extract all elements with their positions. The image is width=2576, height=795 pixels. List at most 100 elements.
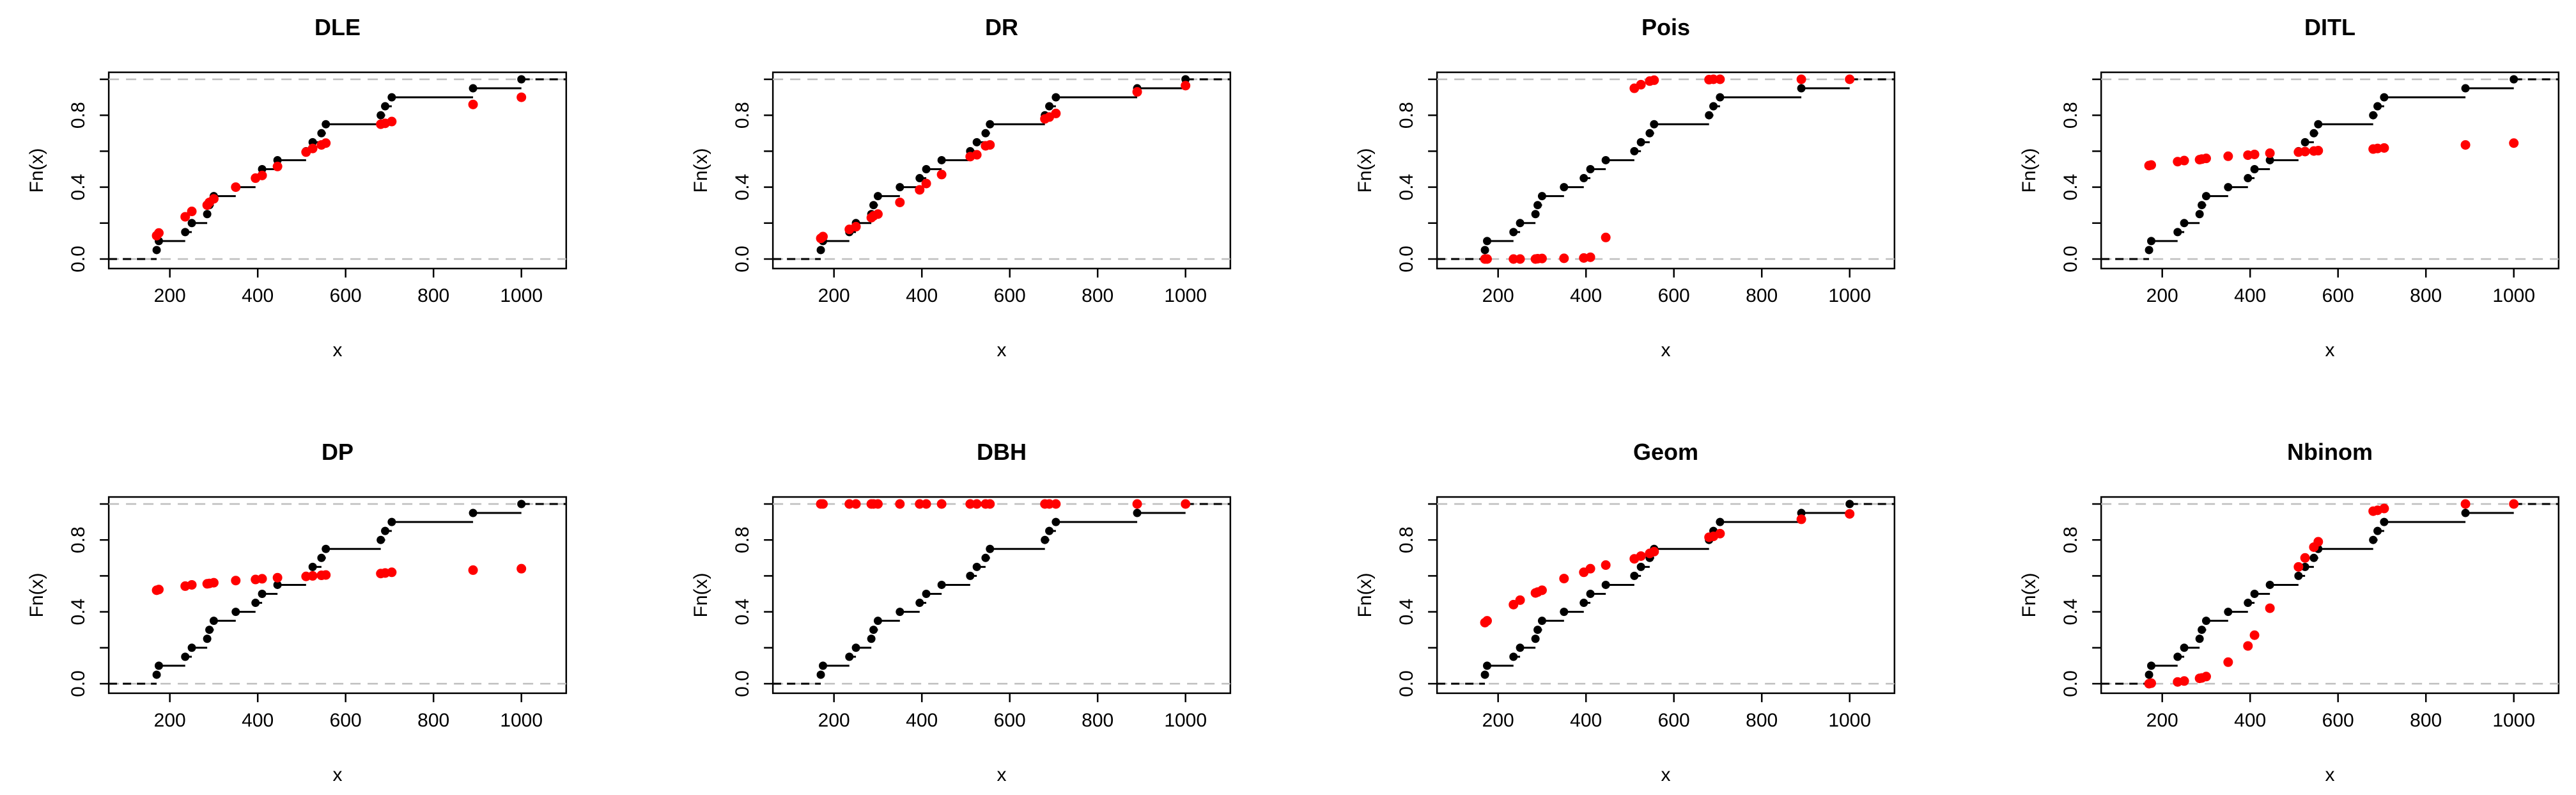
- x-tick-label: 600: [330, 710, 362, 731]
- x-tick-label: 400: [1570, 710, 1602, 731]
- x-tick-label: 200: [818, 710, 850, 731]
- fitted-point: [187, 207, 197, 217]
- ecdf-point: [1586, 590, 1595, 598]
- fitted-point: [1585, 252, 1595, 262]
- ecdf-point: [1480, 246, 1489, 255]
- x-tick-label: 400: [1570, 285, 1602, 306]
- ecdf-point: [986, 544, 995, 553]
- ecdf-point: [181, 228, 190, 237]
- y-tick-label: 0.0: [2060, 246, 2081, 272]
- ecdf-point: [387, 93, 396, 102]
- ecdf-point: [1483, 237, 1492, 246]
- ecdf-point: [2265, 580, 2274, 589]
- y-tick-label: 0.8: [732, 102, 753, 129]
- y-tick-label: 0.8: [68, 102, 89, 129]
- fitted-point: [1509, 254, 1519, 264]
- y-axis-label: Fn(x): [26, 148, 47, 193]
- y-tick-label: 0.0: [732, 246, 753, 272]
- fitted-point: [1515, 595, 1525, 605]
- ecdf-point: [1537, 617, 1546, 626]
- ecdf-point: [251, 599, 260, 608]
- ecdf-point: [187, 643, 196, 652]
- panel-title-DP: DP: [322, 439, 353, 465]
- fitted-point: [936, 169, 947, 180]
- ecdf-point: [2145, 670, 2153, 679]
- x-tick-label: 600: [330, 285, 362, 306]
- ecdf-point: [869, 201, 878, 210]
- ecdf-point: [203, 634, 212, 643]
- ecdf-point: [2380, 93, 2389, 102]
- ecdf-point: [2201, 192, 2210, 201]
- fitted-point: [2379, 143, 2389, 153]
- ecdf-point: [986, 120, 995, 129]
- ecdf-point: [205, 626, 214, 634]
- panel-DITL: DITL 200 400 600 800 1000 0.0 0.4 0.8 x Fn(x): [2019, 14, 2560, 361]
- x-tick-label: 1000: [2492, 285, 2535, 306]
- ecdf-point: [1705, 111, 1714, 120]
- ecdf-point: [1797, 84, 1806, 93]
- fitted-point: [2201, 672, 2211, 682]
- panel-Pois: Pois 200 400 600 800 1000 0.0 0.4 0.8 x Fn(x): [1354, 14, 1896, 361]
- ecdf-point: [1045, 526, 1054, 535]
- fitted-point: [387, 567, 397, 578]
- y-tick-label: 0.8: [1396, 526, 1417, 553]
- fitted-point: [2249, 149, 2260, 159]
- ecdf-point: [1533, 626, 1542, 634]
- x-tick-label: 400: [2234, 285, 2266, 306]
- fitted-point: [321, 138, 331, 148]
- fitted-point: [1044, 499, 1055, 509]
- x-tick-label: 800: [2410, 710, 2442, 731]
- y-tick-label: 0.4: [2060, 174, 2081, 201]
- x-tick-label: 200: [154, 710, 186, 731]
- ecdf-point: [152, 670, 161, 679]
- fitted-point: [818, 232, 828, 242]
- ecdf-point: [2510, 75, 2518, 84]
- fitted-point: [972, 150, 982, 160]
- ecdf-point: [1716, 517, 1725, 526]
- ecdf-point: [2373, 526, 2382, 535]
- panel-DP: DP 200 400 600 800 1000 0.0 0.4 0.8 x Fn(x): [26, 439, 568, 785]
- ecdf-point: [1560, 608, 1569, 617]
- fitted-point: [2146, 678, 2157, 688]
- fitted-point: [1796, 74, 1806, 84]
- ecdf-point: [1537, 192, 1546, 201]
- y-tick-label: 0.0: [68, 670, 89, 697]
- fitted-point: [1559, 574, 1569, 584]
- fitted-point: [1181, 499, 1191, 509]
- fitted-point: [1132, 87, 1142, 97]
- x-tick-label: 200: [154, 285, 186, 306]
- ecdf-point: [381, 102, 390, 111]
- fitted-point: [2509, 138, 2519, 148]
- ecdf-point: [2244, 174, 2253, 183]
- x-tick-label: 800: [1082, 285, 1113, 306]
- x-tick-label: 600: [994, 285, 1026, 306]
- fitted-point: [272, 161, 283, 171]
- ecdf-point: [816, 246, 825, 255]
- ecdf-point: [896, 608, 904, 617]
- fitted-point: [2379, 503, 2389, 514]
- ecdf-point: [155, 661, 164, 670]
- fitted-point: [1559, 253, 1569, 264]
- ecdf-point: [2195, 210, 2204, 219]
- fitted-point: [2265, 603, 2275, 613]
- ecdf-point: [1645, 129, 1654, 138]
- fitted-point: [1715, 528, 1725, 539]
- x-axis-label: x: [1661, 764, 1670, 785]
- ecdf-point: [2380, 517, 2389, 526]
- ecdf-point: [1636, 562, 1645, 571]
- y-axis-label: Fn(x): [2019, 148, 2040, 193]
- ecdf-point: [187, 219, 196, 228]
- ecdf-point: [2224, 608, 2233, 617]
- fitted-point: [180, 212, 190, 222]
- fitted-point: [257, 574, 267, 584]
- ecdf-point: [469, 84, 477, 93]
- ecdf-point: [469, 508, 477, 517]
- ecdf-point: [1560, 183, 1569, 192]
- fitted-point: [921, 178, 931, 189]
- panel-title-Nbinom: Nbinom: [2287, 439, 2373, 465]
- ecdf-point: [2301, 138, 2309, 146]
- fitted-point: [187, 579, 197, 590]
- ecdf-point: [517, 500, 526, 508]
- fitted-point: [2179, 676, 2189, 686]
